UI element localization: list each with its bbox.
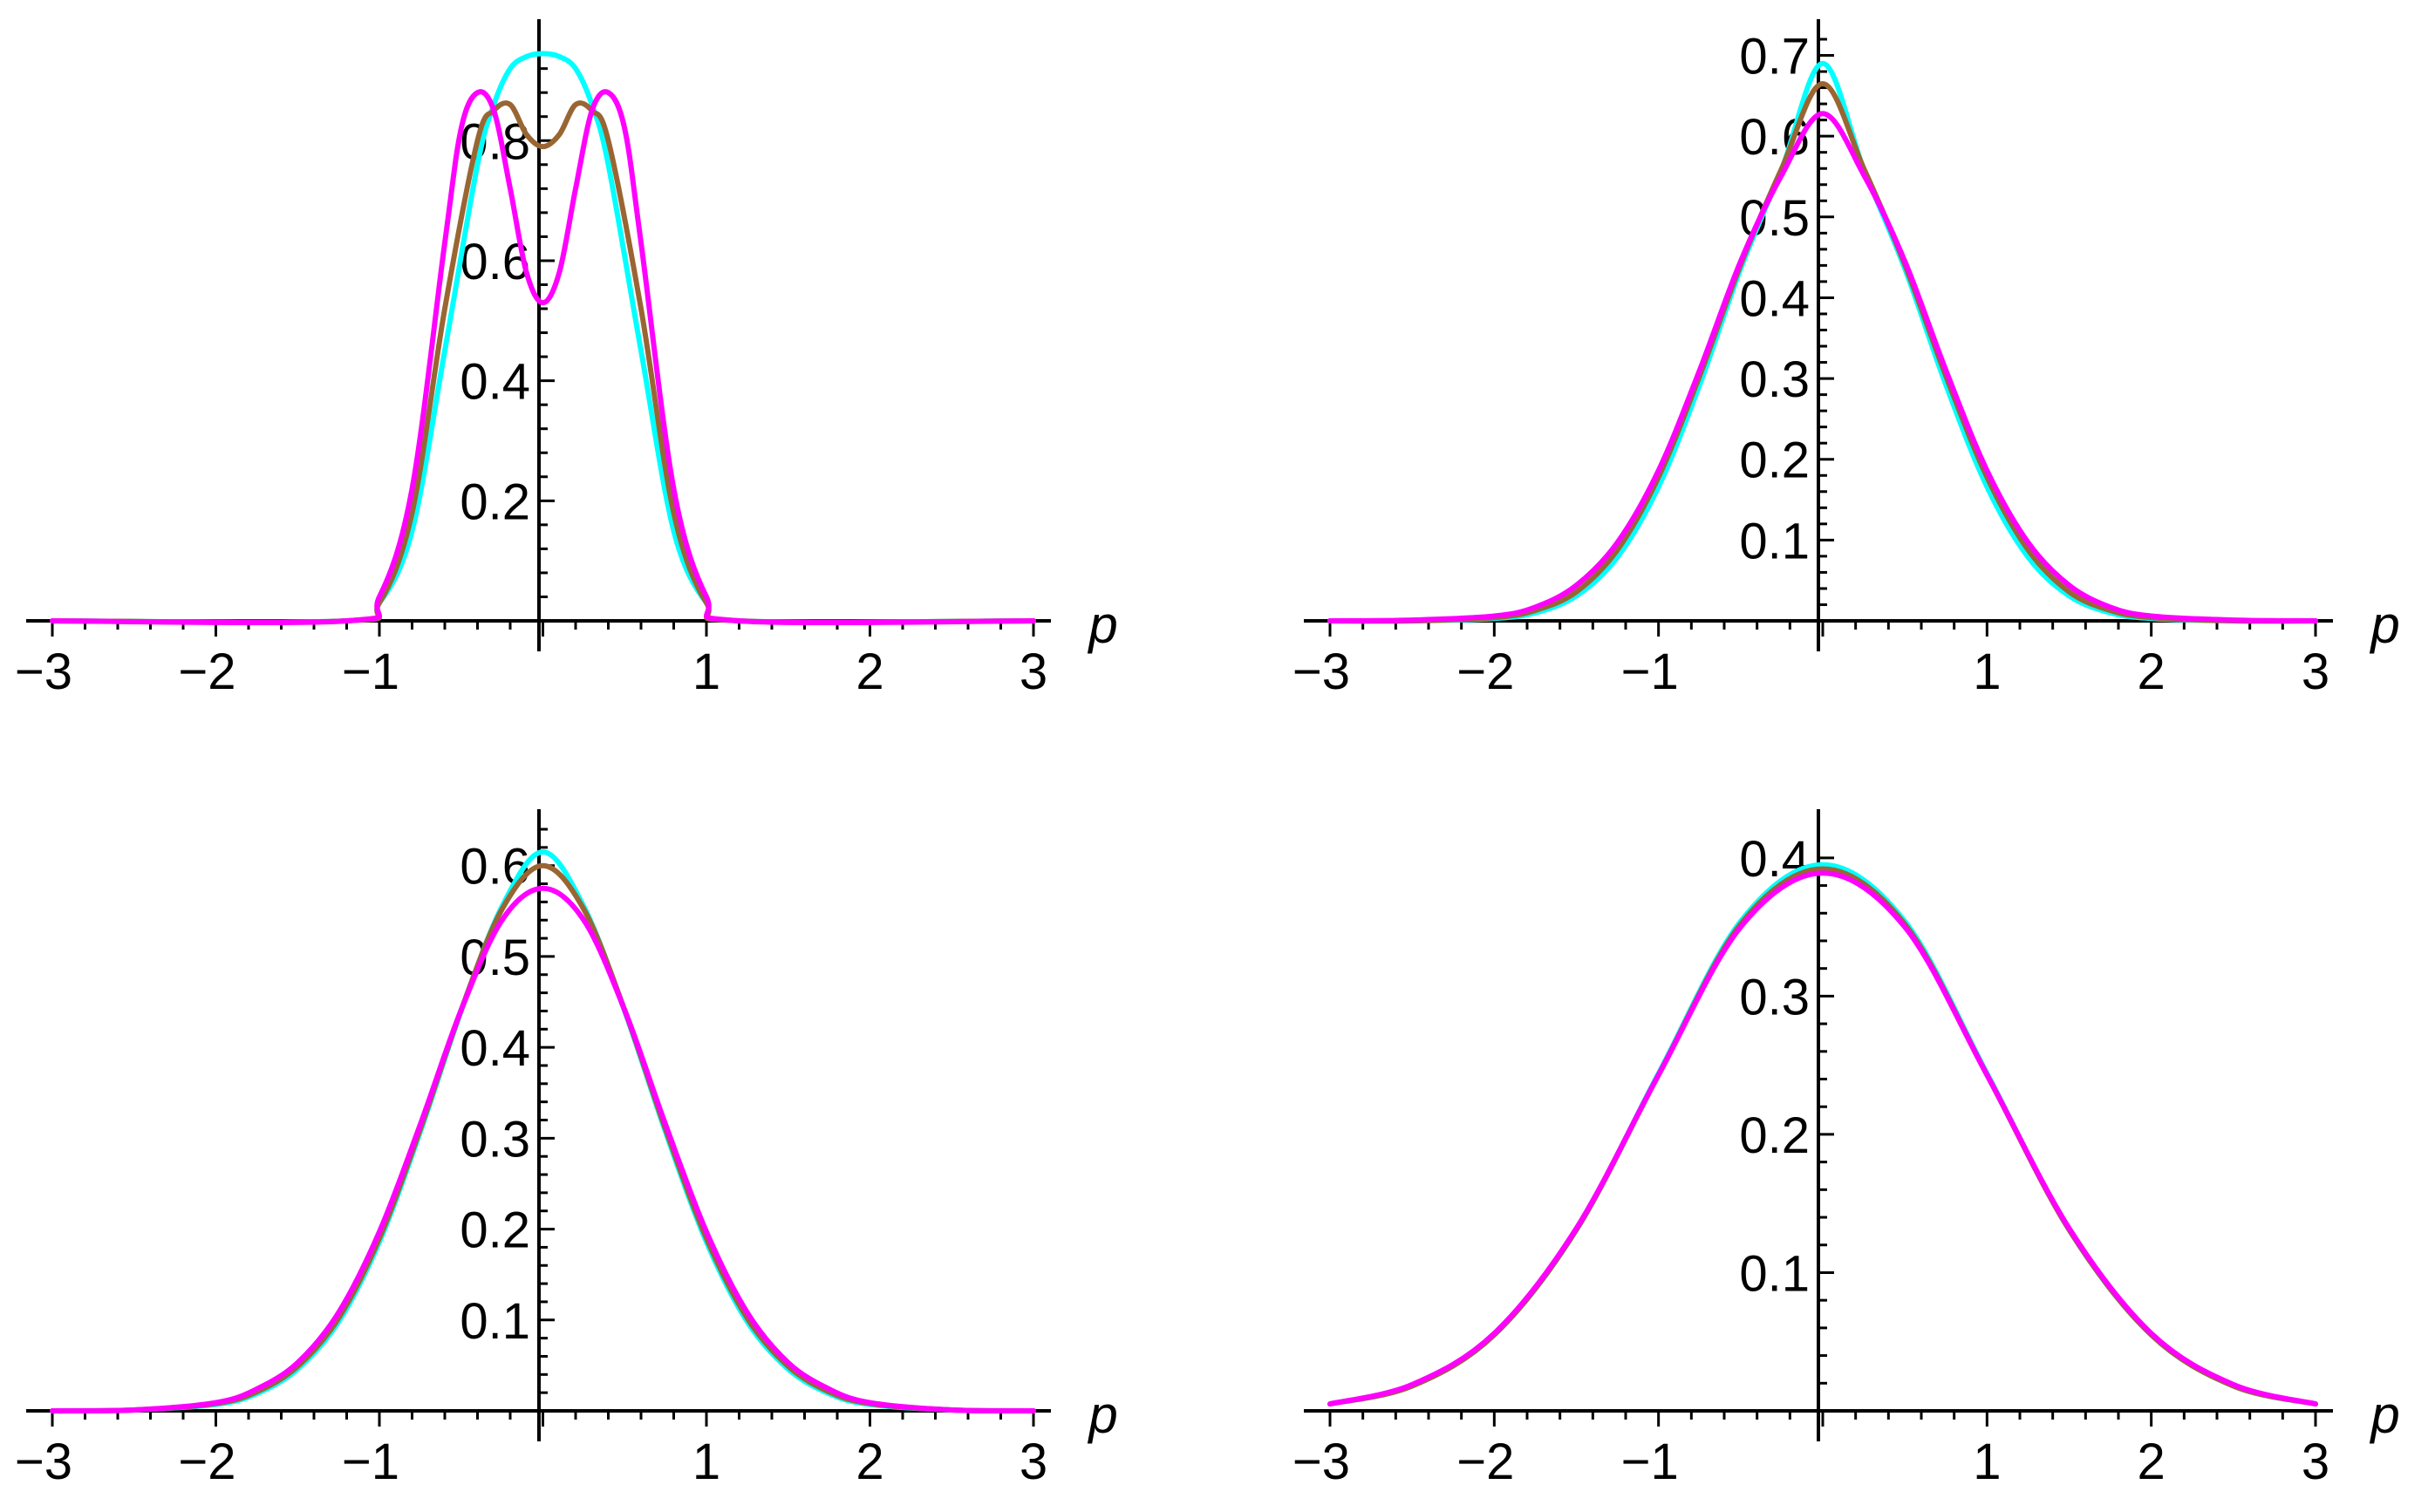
- x-tick-label: −3: [1293, 1434, 1350, 1490]
- x-tick-label: −2: [178, 644, 235, 700]
- x-axis-label: p: [2369, 596, 2399, 654]
- series-line-brown: [50, 100, 1036, 625]
- y-tick-label: 0.1: [1739, 1245, 1810, 1302]
- x-tick-label: 3: [1020, 1434, 1047, 1490]
- y-tick-label: 0.2: [1739, 1107, 1810, 1164]
- x-tick-label: 2: [2138, 644, 2166, 700]
- panel-top-right: −3 −2 −1 1 2 3p0.10.20.30.40.50.60.7: [1293, 19, 2400, 700]
- panel-bottom-left: −3 −2 −1 1 2 3p0.10.20.30.40.50.6: [15, 809, 1118, 1490]
- x-tick-label: −3: [15, 1434, 72, 1490]
- y-tick-label: 0.4: [460, 1020, 530, 1077]
- panel-top-left: −3 −2 −1 1 2 3p0.20.40.60.8: [15, 19, 1118, 700]
- series-line-magenta: [50, 885, 1036, 1414]
- x-axis-label: p: [2369, 1386, 2399, 1444]
- y-tick-label: 0.7: [1739, 29, 1810, 85]
- x-tick-label: 3: [1020, 644, 1047, 700]
- y-tick-label: 0.3: [1739, 351, 1810, 408]
- series-line-cyan: [50, 849, 1036, 1413]
- y-tick-label: 0.3: [1739, 969, 1810, 1025]
- x-tick-label: 2: [856, 644, 883, 700]
- y-tick-label: 0.2: [460, 473, 530, 530]
- series-line-cyan: [1327, 60, 2318, 624]
- x-tick-label: 3: [2302, 644, 2329, 700]
- y-tick-label: 0.4: [460, 354, 530, 411]
- y-tick-label: 0.2: [1739, 432, 1810, 489]
- x-tick-label: −1: [1621, 1434, 1679, 1490]
- y-tick-label: 0.2: [460, 1202, 530, 1259]
- x-tick-label: 1: [1973, 644, 2001, 700]
- x-tick-label: −3: [1293, 644, 1350, 700]
- x-tick-label: 1: [692, 644, 720, 700]
- panel-bottom-right: −3 −2 −1 1 2 3p0.10.20.30.4: [1293, 809, 2400, 1490]
- x-tick-label: −3: [15, 644, 72, 700]
- x-tick-label: −2: [1456, 644, 1514, 700]
- x-tick-label: −1: [1621, 644, 1679, 700]
- y-tick-label: 0.1: [1739, 513, 1810, 569]
- series-line-brown: [1327, 866, 2318, 1407]
- x-tick-label: −2: [1456, 1434, 1514, 1490]
- x-tick-label: −1: [342, 1434, 399, 1490]
- x-tick-label: −2: [178, 1434, 235, 1490]
- y-tick-label: 0.1: [460, 1293, 530, 1350]
- x-tick-label: 3: [2302, 1434, 2329, 1490]
- series-line-brown: [1327, 80, 2318, 624]
- x-tick-label: −1: [342, 644, 399, 700]
- y-tick-label: 0.3: [460, 1111, 530, 1168]
- x-tick-label: 2: [856, 1434, 883, 1490]
- series-line-cyan: [50, 51, 1036, 625]
- x-axis-label: p: [1087, 596, 1117, 654]
- y-tick-label: 0.6: [460, 839, 530, 896]
- x-tick-label: 1: [1973, 1434, 2001, 1490]
- x-tick-label: 1: [692, 1434, 720, 1490]
- series-line-brown: [50, 862, 1036, 1413]
- series-line-magenta: [1327, 111, 2318, 623]
- series-line-magenta: [1327, 870, 2318, 1407]
- series-line-magenta: [50, 89, 1036, 626]
- y-tick-label: 0.4: [1739, 270, 1810, 327]
- x-tick-label: 2: [2138, 1434, 2166, 1490]
- x-axis-label: p: [1087, 1386, 1117, 1444]
